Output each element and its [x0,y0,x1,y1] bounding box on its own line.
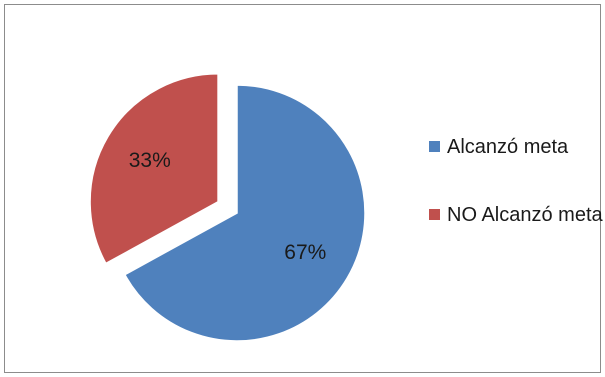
pie-slice-alcanzo-meta [123,84,366,342]
legend-swatch-alcanzo-meta [429,141,440,152]
legend-entry-no-alcanzo-meta: NO Alcanzó meta [429,201,604,229]
pie-chart: 67% 33% [89,73,366,342]
legend-label-alcanzo-meta: Alcanzó meta [447,136,569,158]
chart-area: 67% 33% Alcanzó meta NO Alcanzó meta [4,4,604,373]
legend-entry-alcanzo-meta: Alcanzó meta [429,133,604,161]
data-label-alcanzo-meta: 67% [284,241,326,264]
legend: Alcanzó meta NO Alcanzó meta [429,133,604,229]
data-label-no-alcanzo-meta: 33% [129,149,171,172]
legend-label-no-alcanzo-meta: NO Alcanzó meta [447,204,603,226]
legend-swatch-no-alcanzo-meta [429,209,440,220]
pie-slice-no-alcanzo-meta [89,73,219,265]
